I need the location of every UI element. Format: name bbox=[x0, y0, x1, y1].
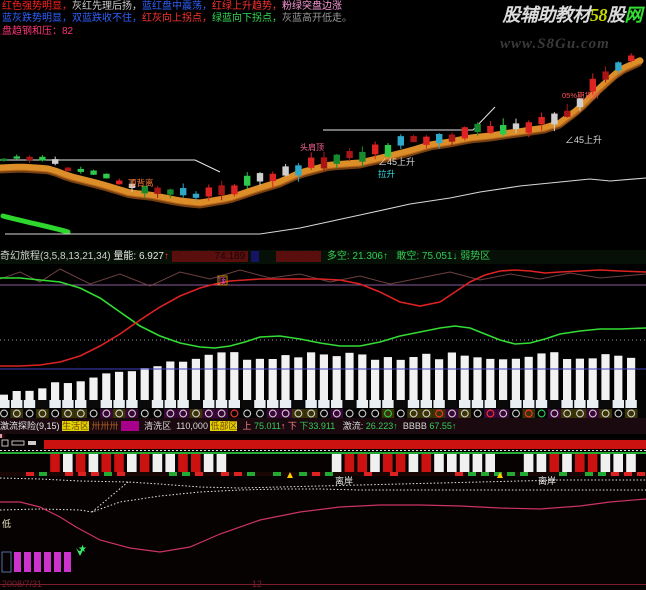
svg-text:∠45上升: ∠45上升 bbox=[378, 157, 415, 167]
svg-text:www.S8Gu.com: www.S8Gu.com bbox=[500, 36, 610, 52]
svg-text:顶背离: 顶背离 bbox=[128, 178, 154, 188]
svg-text:离岸: 离岸 bbox=[335, 475, 353, 486]
svg-text:顶: 顶 bbox=[218, 277, 226, 286]
svg-text:∠45上升: ∠45上升 bbox=[565, 135, 602, 145]
svg-text:05%期货价: 05%期货价 bbox=[562, 90, 600, 100]
svg-text:离岸: 离岸 bbox=[538, 475, 556, 486]
svg-text:头肩顶: 头肩顶 bbox=[300, 142, 324, 152]
svg-text:★: ★ bbox=[78, 544, 87, 555]
svg-text:低: 低 bbox=[2, 518, 11, 529]
svg-text:拉升: 拉升 bbox=[378, 169, 396, 179]
